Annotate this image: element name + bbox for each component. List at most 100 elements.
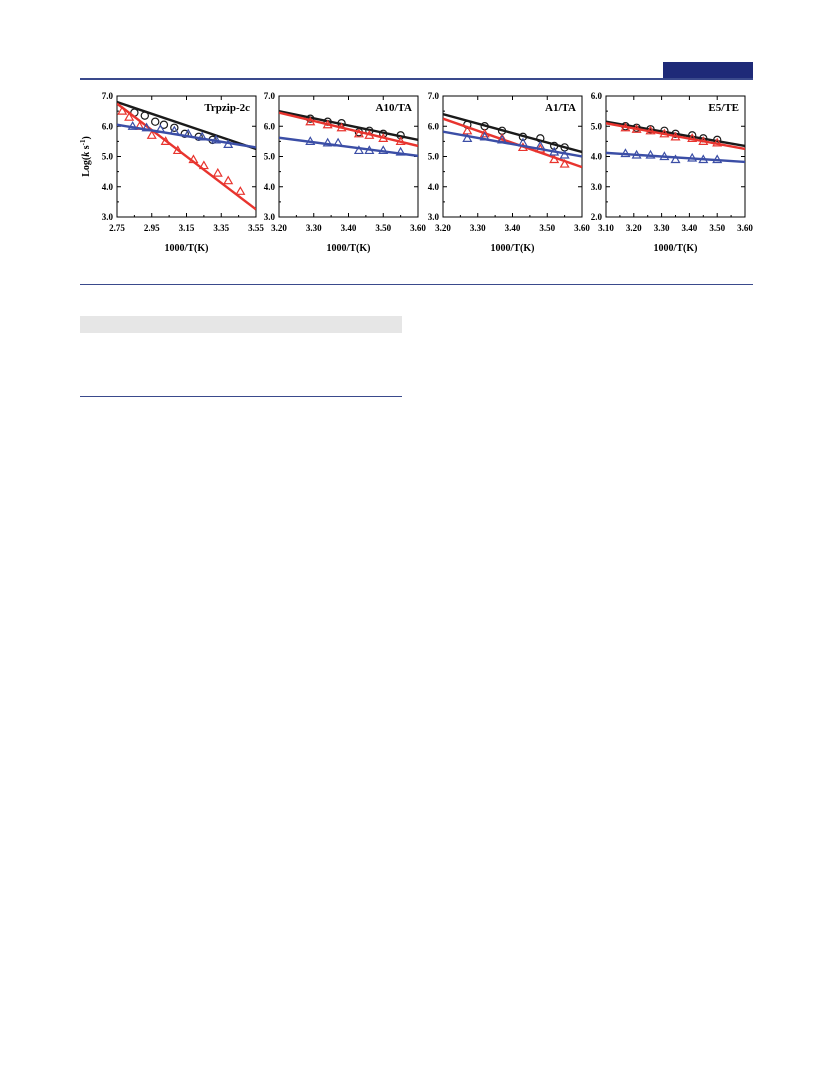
chart-panel-3: 3.20 3.30 3.40 3.50 3.60 3.0 4.0 5.0 6.0 7.0 A1/TA… — [428, 91, 591, 254]
y-tick-label: 5.0 — [102, 152, 114, 162]
x-tick-label: 3.35 — [213, 223, 229, 233]
x-tick-label: 3.20 — [271, 223, 287, 233]
series-blue — [279, 136, 418, 158]
y-tick-label: 5.0 — [428, 152, 440, 162]
caption-rule — [80, 284, 753, 285]
x-tick-label: 3.15 — [179, 223, 195, 233]
y-tick-label: 6.0 — [428, 121, 440, 131]
y-tick-label: 3.0 — [428, 212, 440, 222]
y-tick-label: 7.0 — [102, 91, 114, 101]
x-axis-label: 1000/T(K) — [327, 243, 371, 254]
plot-area — [606, 120, 745, 164]
panel-title: E5/TE — [708, 102, 739, 114]
x-tick-label: 3.20 — [626, 223, 642, 233]
x-tick-label: 2.75 — [109, 223, 125, 233]
plot-frame — [278, 95, 419, 218]
y-tick-label: 3.0 — [591, 182, 603, 192]
data-point-triangle — [146, 130, 157, 139]
fit-line — [279, 111, 418, 148]
table-bottom-rule — [80, 396, 402, 397]
data-point-triangle — [462, 133, 473, 142]
fit-line — [117, 100, 256, 151]
plot-area — [443, 112, 582, 169]
x-tick-label: 3.40 — [682, 223, 698, 233]
x-tick-label: 3.50 — [539, 223, 555, 233]
y-axis-label-part: Log( — [81, 156, 92, 177]
chart-panel-2: 3.20 3.30 3.40 3.50 3.60 3.0 4.0 5.0 6.0 7.0 A10/T… — [264, 91, 427, 254]
fit-line — [443, 112, 582, 154]
x-tick-label: 3.40 — [505, 223, 521, 233]
fit-line — [443, 130, 582, 158]
data-point-triangle — [322, 137, 333, 147]
data-point-triangle — [223, 175, 234, 185]
y-tick-label: 4.0 — [591, 152, 603, 162]
data-point-triangle — [559, 158, 570, 168]
y-tick-label: 4.0 — [102, 182, 114, 192]
y-tick-label: 5.0 — [591, 121, 603, 131]
plot-area — [279, 109, 418, 158]
fit-line — [279, 109, 418, 142]
table-header-band — [80, 316, 402, 333]
x-tick-label: 3.60 — [737, 223, 753, 233]
x-axis-label: 1000/T(K) — [491, 243, 535, 254]
y-tick-label: 5.0 — [264, 152, 276, 162]
y-tick-label: 3.0 — [264, 212, 276, 222]
series-blue — [606, 148, 745, 164]
x-axis-label: 1000/T(K) — [165, 243, 209, 254]
data-point-circle — [170, 123, 179, 132]
series-blue — [443, 130, 582, 159]
y-tick-label: 7.0 — [264, 91, 276, 101]
data-point-triangle — [117, 105, 128, 115]
x-tick-label: 3.50 — [375, 223, 391, 233]
data-point-triangle — [353, 145, 364, 155]
y-tick-label: 2.0 — [591, 212, 603, 222]
y-axis-label-part: -1 — [79, 139, 87, 145]
y-tick-label: 6.0 — [591, 91, 603, 101]
fit-line — [117, 123, 256, 149]
data-point-triangle — [670, 154, 681, 164]
series-red — [279, 111, 418, 148]
panel-title: A1/TA — [545, 102, 576, 114]
x-tick-label: 2.95 — [144, 223, 160, 233]
x-tick-label: 3.10 — [598, 223, 614, 233]
data-point-triangle — [212, 167, 223, 177]
x-tick-label: 3.50 — [709, 223, 725, 233]
panel-title: Trpzip-2c — [204, 102, 250, 114]
data-point-triangle — [235, 186, 246, 195]
x-tick-label: 3.55 — [248, 223, 264, 233]
y-tick-label: 6.0 — [102, 121, 114, 131]
chart-panel-4: 3.10 3.20 3.30 3.40 3.50 3.60 2.0 3.0 4.0 5.0 6.0 E… — [591, 91, 754, 254]
fit-line — [606, 122, 745, 151]
y-tick-label: 7.0 — [428, 91, 440, 101]
x-tick-label: 3.30 — [306, 223, 322, 233]
y-tick-label: 6.0 — [264, 121, 276, 131]
y-tick-label: 4.0 — [264, 182, 276, 192]
series-black — [443, 112, 582, 154]
x-tick-label: 3.40 — [341, 223, 357, 233]
fit-line — [117, 102, 256, 211]
fit-line — [279, 136, 418, 158]
series-red — [606, 122, 745, 151]
x-tick-label: 3.60 — [410, 223, 426, 233]
y-axis-label-part: k — [81, 152, 92, 157]
series-blue — [117, 121, 256, 149]
series-black — [279, 109, 418, 142]
y-axis-label-part: s — [81, 145, 92, 152]
y-axis-label-part: ) — [81, 136, 92, 139]
x-tick-label: 3.30 — [654, 223, 670, 233]
x-tick-label: 3.20 — [435, 223, 451, 233]
y-axis-label: Log(k s-1) — [79, 136, 92, 177]
x-tick-label: 3.60 — [574, 223, 590, 233]
data-point-circle — [151, 117, 160, 126]
data-point-triangle — [124, 111, 135, 121]
x-tick-label: 3.30 — [470, 223, 486, 233]
data-point-triangle — [395, 146, 406, 156]
y-tick-label: 3.0 — [102, 212, 114, 222]
chart-panel-1: 2.75 2.95 3.15 3.35 3.55 3.0 4.0 5.0 6.0 7.0 Trpzi… — [102, 91, 265, 254]
header-tab — [663, 62, 753, 78]
y-tick-label: 4.0 — [428, 182, 440, 192]
series-red — [117, 102, 256, 211]
fit-line — [606, 151, 745, 164]
panel-title: A10/TA — [376, 102, 413, 114]
